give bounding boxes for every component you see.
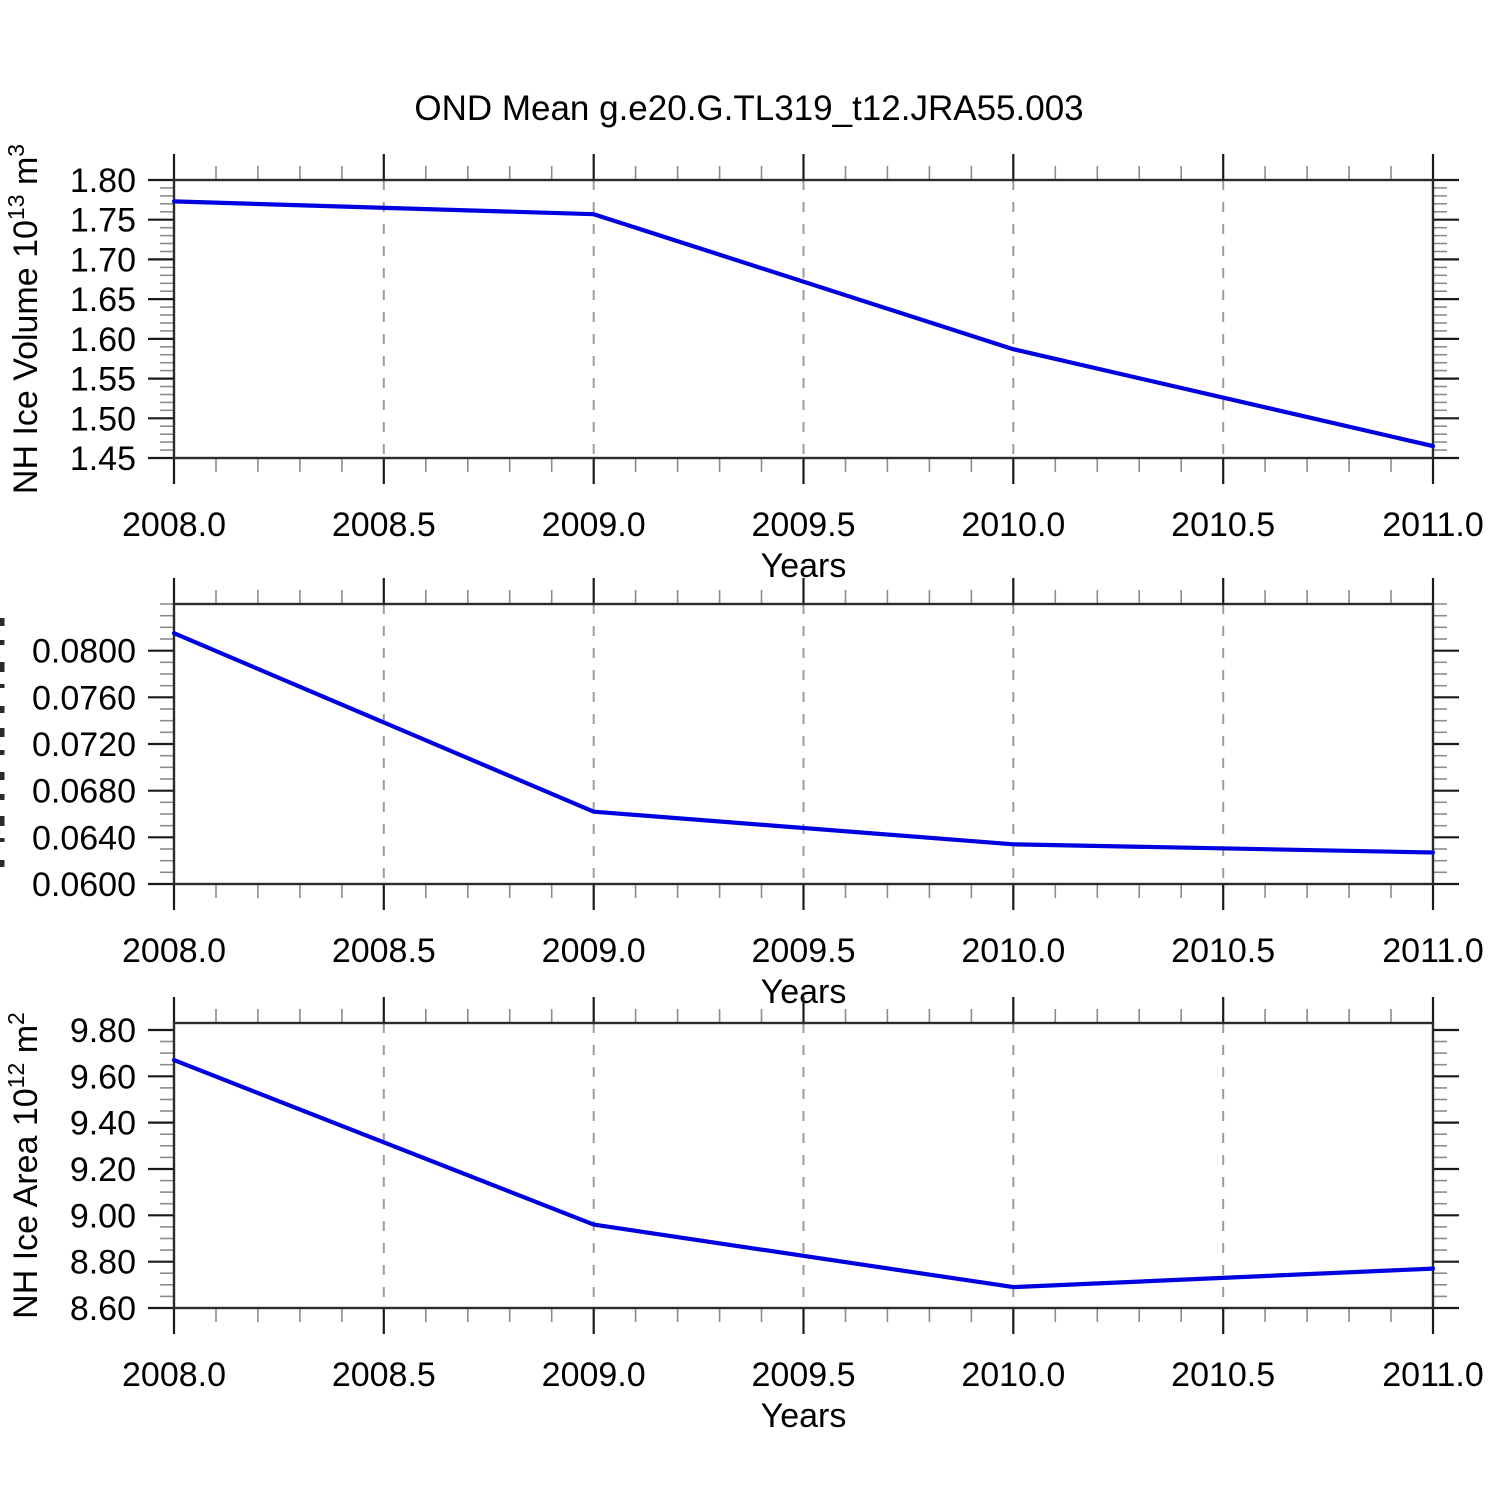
clipped-ylabel-fragment: [0, 728, 5, 737]
y-tick-label: 1.65: [70, 281, 136, 319]
x-tick-label: 2008.5: [332, 1356, 436, 1394]
x-tick-label: 2011.0: [1382, 1356, 1483, 1394]
x-tick-label: 2010.0: [961, 932, 1065, 970]
y-tick-label: 9.40: [70, 1105, 136, 1143]
x-tick-label: 2008.5: [332, 932, 436, 970]
y-tick-label: 9.00: [70, 1197, 136, 1235]
y-tick-label: 1.70: [70, 241, 136, 279]
x-tick-label: 2008.5: [332, 506, 436, 544]
x-tick-label: 2009.5: [752, 506, 856, 544]
clipped-ylabel-fragment: [0, 640, 5, 645]
y-tick-label: 0.0800: [32, 633, 136, 671]
clipped-ylabel-fragment: [0, 838, 5, 842]
y-tick-label: 0.0760: [32, 679, 136, 717]
panel-frame: [172, 602, 1435, 886]
panel-nh-ice-area: 9.80 9.60 9.40 9.20 9.00 8.80 8.60 2008.0 2008.5…: [3, 997, 1484, 1435]
y-tick-label: 1.55: [70, 361, 136, 399]
clipped-ylabel-fragment: [0, 706, 5, 713]
x-tick-label: 2010.5: [1171, 1356, 1275, 1394]
x-tick-label: 2011.0: [1382, 932, 1483, 970]
y-tick-label: 8.80: [70, 1244, 136, 1282]
y-tick-label: 0.0600: [32, 866, 136, 904]
y-tick-label: 9.20: [70, 1151, 136, 1189]
x-tick-label: 2010.5: [1171, 932, 1275, 970]
clipped-ylabel-fragment: [0, 750, 5, 755]
x-tick-label: 2008.0: [122, 1356, 226, 1394]
y-tick-label: 1.80: [70, 162, 136, 200]
nh-ice-area-series-line: [171, 1057, 1436, 1290]
x-tick-label: 2011.0: [1382, 506, 1483, 544]
clipped-ylabel-fragment: [0, 794, 5, 800]
x-tick-label: 2010.0: [961, 506, 1065, 544]
clipped-ylabel-fragment: [0, 860, 5, 867]
y-tick-label: 0.0640: [32, 819, 136, 857]
panel-middle-clipped-label: 0.0800 0.0760 0.0720 0.0680 0.0640 0.0600 2008…: [0, 578, 1484, 1011]
x-tick-label: 2009.5: [752, 1356, 856, 1394]
y-tick-label: 1.50: [70, 400, 136, 438]
panel-frame: [172, 178, 1435, 460]
y-tick-label: 1.75: [70, 202, 136, 240]
chart-title: OND Mean g.e20.G.TL319_t12.JRA55.003: [414, 89, 1083, 128]
clipped-ylabel-fragment: [0, 816, 5, 826]
clipped-ylabel-fragment: [0, 772, 5, 780]
y-tick-label: 9.80: [70, 1012, 136, 1050]
clipped-ylabel-fragment: [0, 662, 5, 672]
clipped-ylabel-fragment: [0, 618, 5, 626]
nh-ice-volume-series-line: [171, 199, 1436, 449]
y-axis-title: NH Ice Area 1012 m2: [3, 1012, 45, 1319]
clipped-ylabel-fragment: [0, 684, 5, 688]
y-tick-label: 0.0720: [32, 726, 136, 764]
y-axis-title: NH Ice Volume 1013 m3: [3, 144, 45, 494]
x-tick-label: 2009.0: [542, 932, 646, 970]
panel-frame: [172, 1021, 1435, 1310]
x-tick-label: 2010.5: [1171, 506, 1275, 544]
y-tick-label: 9.60: [70, 1058, 136, 1096]
y-tick-label: 0.0680: [32, 773, 136, 811]
x-tick-label: 2009.0: [542, 506, 646, 544]
y-tick-label: 1.45: [70, 440, 136, 478]
x-tick-label: 2009.5: [752, 932, 856, 970]
x-axis-title: Years: [761, 1397, 847, 1435]
x-tick-label: 2008.0: [122, 506, 226, 544]
x-tick-label: 2009.0: [542, 1356, 646, 1394]
y-tick-label: 1.60: [70, 321, 136, 359]
panels-group: 1.801.751.701.651.601.551.501.45 2008.0 20…: [0, 144, 1484, 1435]
middle-clipped-label-series-line: [171, 631, 1436, 855]
y-tick-label: 8.60: [70, 1290, 136, 1328]
panel-nh-ice-volume: 1.801.751.701.651.601.551.501.45 2008.0 20…: [3, 144, 1484, 585]
x-tick-label: 2010.0: [961, 1356, 1065, 1394]
x-tick-label: 2008.0: [122, 932, 226, 970]
